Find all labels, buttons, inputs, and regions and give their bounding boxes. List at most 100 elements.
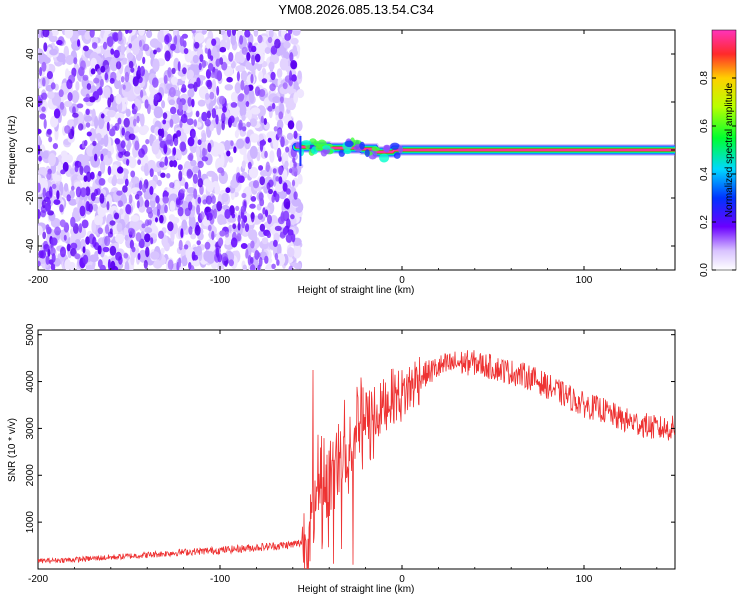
- noise-blob-strong: [107, 259, 111, 270]
- noise-blob-strong: [193, 119, 197, 127]
- noise-blob-strong: [167, 221, 174, 232]
- noise-blob-strong: [144, 199, 150, 208]
- noise-blob-strong: [250, 257, 254, 264]
- noise-blob: [112, 174, 117, 186]
- noise-blob-strong: [177, 164, 183, 171]
- noise-blob-strong: [164, 34, 170, 45]
- noise-blob: [152, 58, 160, 72]
- noise-blob-strong: [115, 61, 122, 70]
- noise-blob-strong: [137, 253, 141, 260]
- noise-blob-strong: [160, 172, 166, 178]
- noise-blob-strong: [163, 145, 167, 155]
- noise-blob-strong: [264, 255, 269, 264]
- noise-blob: [90, 155, 101, 168]
- noise-blob: [131, 176, 140, 184]
- noise-blob-strong: [99, 193, 105, 204]
- noise-blob-strong: [291, 233, 296, 243]
- top-y-axis-label: Frequency (Hz): [7, 116, 18, 185]
- noise-blob-strong: [60, 169, 66, 175]
- noise-blob: [228, 156, 234, 163]
- noise-blob: [84, 31, 91, 40]
- noise-blob: [96, 46, 102, 54]
- noise-blob-strong: [287, 120, 295, 130]
- noise-blob: [63, 183, 69, 192]
- noise-blob-strong: [88, 96, 96, 103]
- noise-blob-strong: [97, 245, 102, 255]
- top-y-tick-label: -20: [25, 190, 36, 205]
- noise-blob-strong: [207, 212, 213, 221]
- noise-blob: [97, 214, 103, 226]
- noise-blob-strong: [128, 43, 132, 49]
- noise-blob: [248, 89, 255, 104]
- noise-blob-strong: [232, 223, 237, 230]
- noise-blob: [103, 86, 111, 99]
- noise-blob: [197, 99, 206, 107]
- noise-blob-strong: [51, 183, 57, 190]
- noise-blob-strong: [241, 126, 247, 132]
- noise-blob-strong: [109, 228, 113, 235]
- noise-blob-strong: [274, 225, 282, 232]
- noise-blob: [84, 115, 93, 122]
- noise-blob-strong: [86, 171, 92, 183]
- noise-blob-strong: [83, 97, 90, 103]
- noise-blob-strong: [237, 222, 241, 231]
- noise-blob-strong: [66, 79, 73, 90]
- noise-blob: [216, 122, 222, 136]
- noise-blob: [150, 221, 156, 232]
- noise-blob-strong: [170, 43, 176, 51]
- noise-blob-strong: [54, 226, 61, 236]
- noise-blob-strong: [167, 67, 172, 78]
- noise-blob-strong: [258, 165, 264, 171]
- noise-blob-strong: [276, 147, 282, 159]
- noise-blob-strong: [245, 248, 249, 259]
- noise-blob: [188, 215, 196, 229]
- noise-blob-strong: [146, 206, 153, 215]
- bottom-x-axis-label: Height of straight line (km): [298, 584, 415, 595]
- noise-blob-strong: [176, 130, 182, 137]
- noise-blob: [297, 173, 303, 185]
- noise-blob-strong: [78, 123, 84, 131]
- noise-blob-strong: [58, 89, 64, 98]
- carrier-blob: [359, 141, 365, 150]
- noise-blob: [120, 41, 125, 56]
- noise-blob-strong: [211, 38, 217, 46]
- noise-blob-strong: [82, 246, 86, 254]
- noise-blob-strong: [238, 119, 243, 131]
- noise-blob-strong: [38, 182, 41, 193]
- noise-blob: [109, 57, 118, 72]
- noise-blob: [226, 37, 231, 51]
- noise-blob-strong: [219, 46, 227, 53]
- noise-blob: [211, 79, 217, 93]
- noise-blob-strong: [139, 65, 145, 77]
- noise-blob-strong: [188, 262, 192, 270]
- bottom-y-tick-label: 2000: [25, 464, 36, 487]
- noise-blob: [234, 51, 242, 63]
- noise-blob-strong: [262, 207, 266, 215]
- noise-blob: [206, 251, 216, 264]
- noise-blob-strong: [197, 139, 202, 146]
- noise-blob-strong: [292, 157, 296, 164]
- noise-blob-strong: [59, 204, 64, 213]
- noise-blob-strong: [144, 99, 149, 109]
- noise-blob-strong: [221, 61, 228, 71]
- noise-blob: [147, 159, 156, 169]
- noise-blob-strong: [282, 82, 288, 90]
- noise-blob: [194, 32, 205, 44]
- noise-blob-strong: [218, 237, 224, 247]
- noise-blob: [126, 52, 134, 61]
- noise-blob-strong: [45, 224, 50, 231]
- noise-blob-strong: [42, 30, 50, 38]
- noise-blob-strong: [272, 168, 277, 174]
- noise-blob-strong: [263, 118, 267, 125]
- noise-blob: [47, 90, 55, 100]
- noise-blob-strong: [72, 106, 76, 115]
- noise-blob: [130, 215, 140, 222]
- chart-title: YM08.2026.085.13.54.C34: [278, 2, 433, 17]
- noise-blob-strong: [266, 231, 272, 239]
- noise-blob-strong: [131, 246, 136, 253]
- noise-blob: [287, 247, 295, 258]
- noise-blob: [272, 96, 281, 104]
- noise-blob-strong: [258, 89, 266, 97]
- noise-blob-strong: [228, 52, 234, 62]
- noise-blob: [92, 203, 98, 212]
